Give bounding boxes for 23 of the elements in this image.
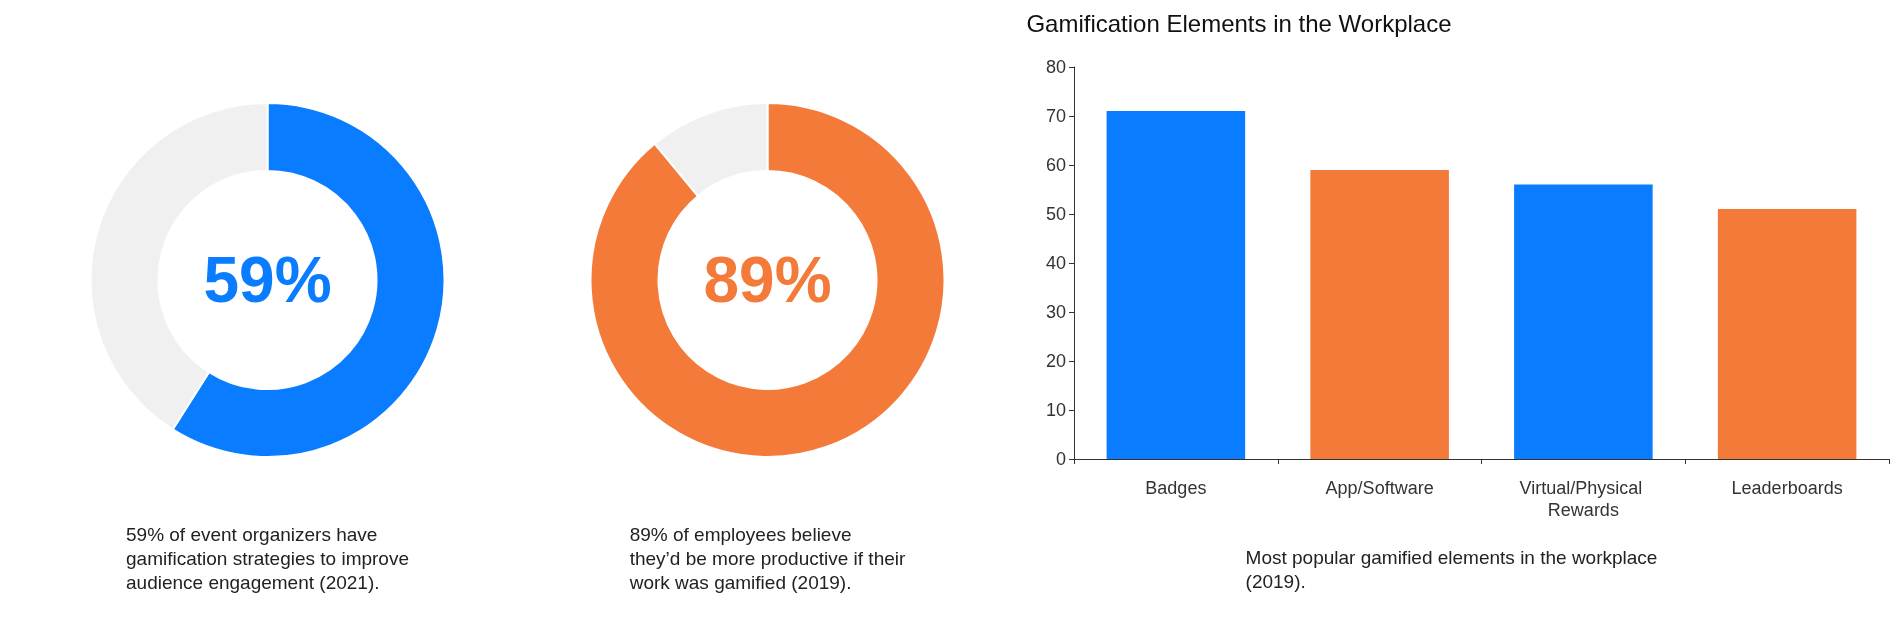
bar	[1717, 209, 1857, 459]
x-tick-label: Virtual/Physical Rewards	[1519, 478, 1648, 520]
y-tick-label: 30	[1045, 302, 1066, 322]
y-tick-label: 40	[1045, 253, 1066, 273]
text: Most popular gamified elements in the workplace (2019).	[1245, 546, 1658, 592]
data-label: 89%	[703, 244, 832, 316]
text: 89% of employees believe they’d be more productive if their work was gamified (2019).	[628, 523, 906, 593]
y-tick-label: 10	[1045, 400, 1066, 420]
y-tick-label: 50	[1045, 204, 1066, 224]
y-tick-label: 80	[1045, 57, 1066, 77]
bar	[1514, 184, 1653, 459]
chart-title: Gamification Elements in the Workplace	[1026, 9, 1452, 37]
x-tick-label: App/Software	[1325, 478, 1434, 498]
bar	[1106, 111, 1246, 459]
text: 59% of event organizers have gamification strategies to improve audience engagement (2021).	[125, 523, 410, 593]
y-tick-label: 20	[1045, 351, 1066, 371]
bar	[1310, 169, 1449, 459]
y-tick-label: 70	[1045, 106, 1066, 126]
y-tick-label: 0	[1055, 449, 1066, 469]
data-label: 59%	[203, 244, 332, 316]
x-tick-label: Badges	[1145, 478, 1207, 498]
x-tick-label: Leaderboards	[1731, 478, 1843, 498]
y-tick-label: 60	[1045, 155, 1066, 175]
